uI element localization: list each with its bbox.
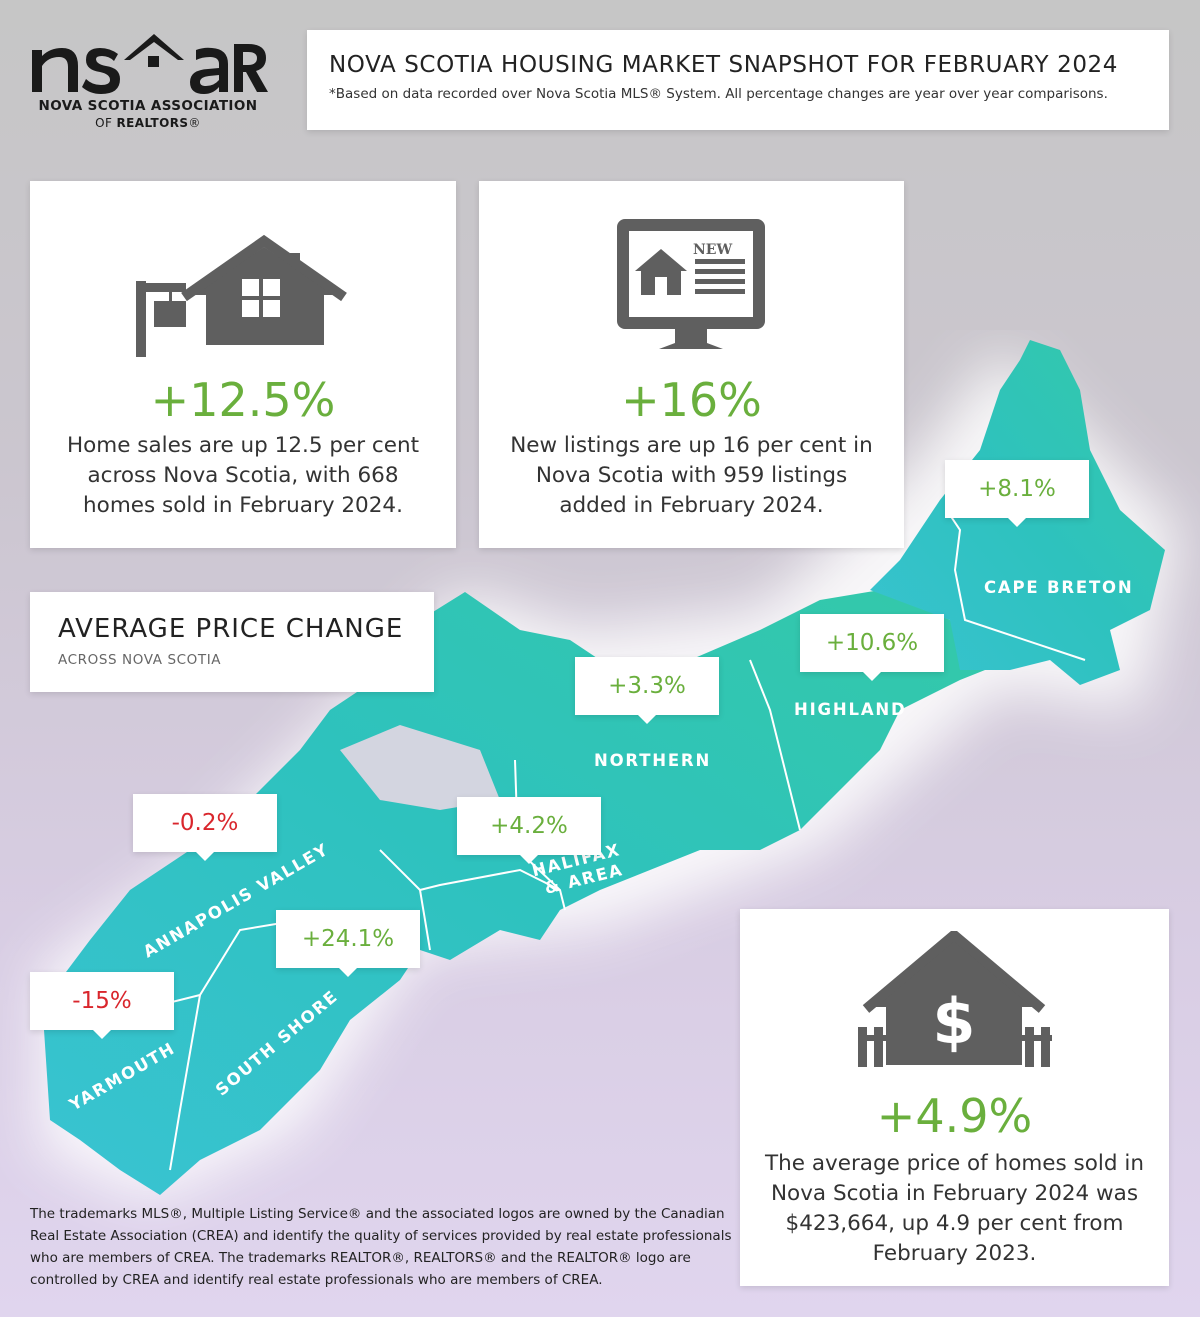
region-label-cape-breton: CAPE BRETON xyxy=(984,578,1134,597)
home-sales-change: +12.5% xyxy=(150,373,336,427)
header-card: NOVA SCOTIA HOUSING MARKET SNAPSHOT FOR … xyxy=(307,30,1169,130)
average-price-change-card: AVERAGE PRICE CHANGE ACROSS NOVA SCOTIA xyxy=(30,592,434,692)
house-for-sale-icon xyxy=(136,234,347,357)
callout-annapolis-valley: -0.2% xyxy=(133,794,277,861)
logo-org-sub-mark: ® xyxy=(188,116,201,130)
new-listing-monitor-icon: NEW xyxy=(617,219,765,349)
svg-text:$: $ xyxy=(932,985,975,1058)
average-price-card: $ +4.9% The average price of homes sold … xyxy=(740,909,1169,1286)
header-note: *Based on data recorded over Nova Scotia… xyxy=(329,86,1108,102)
trademark-footer: The trademarks MLS®, Multiple Listing Se… xyxy=(30,1206,732,1288)
logo-org-name: NOVA SCOTIA ASSOCIATION xyxy=(38,98,258,114)
home-sales-card: +12.5% Home sales are up 12.5 per cent a… xyxy=(30,181,456,548)
callout-cape-breton: +8.1% xyxy=(945,460,1089,527)
average-price-change: +4.9% xyxy=(876,1089,1033,1143)
average-price-description: The average price of homes sold in Nova … xyxy=(765,1151,1144,1266)
average-price-change-subtitle: ACROSS NOVA SCOTIA xyxy=(58,652,222,668)
home-sales-description: Home sales are up 12.5 per cent across N… xyxy=(66,433,419,518)
new-badge-text: NEW xyxy=(693,242,732,258)
logo-org-sub-bold: REALTORS xyxy=(116,116,189,130)
new-listings-description: New listings are up 16 per cent in Nova … xyxy=(510,433,873,518)
new-listings-change: +16% xyxy=(621,373,762,427)
callout-yarmouth: -15% xyxy=(30,972,174,1039)
page-title: NOVA SCOTIA HOUSING MARKET SNAPSHOT FOR … xyxy=(329,52,1119,78)
callout-halifax: +4.2% xyxy=(457,797,601,864)
logo-org-sub: OF REALTORS® xyxy=(28,116,268,130)
callout-northern: +3.3% xyxy=(575,657,719,724)
logo-org-sub-prefix: OF xyxy=(95,116,117,130)
callout-highland: +10.6% xyxy=(800,614,944,681)
region-label-highland: HIGHLAND xyxy=(794,700,907,719)
house-dollar-icon: $ xyxy=(858,931,1052,1067)
nsar-logo: NOVA SCOTIA ASSOCIATION OF REALTORS® xyxy=(28,20,268,135)
nsar-wordmark xyxy=(32,34,268,94)
callout-south-shore: +24.1% xyxy=(276,910,420,977)
new-listings-card: NEW +16% New listings are up 16 per cent… xyxy=(479,181,904,548)
average-price-change-title: AVERAGE PRICE CHANGE xyxy=(58,614,404,644)
region-label-northern: NORTHERN xyxy=(594,751,712,770)
